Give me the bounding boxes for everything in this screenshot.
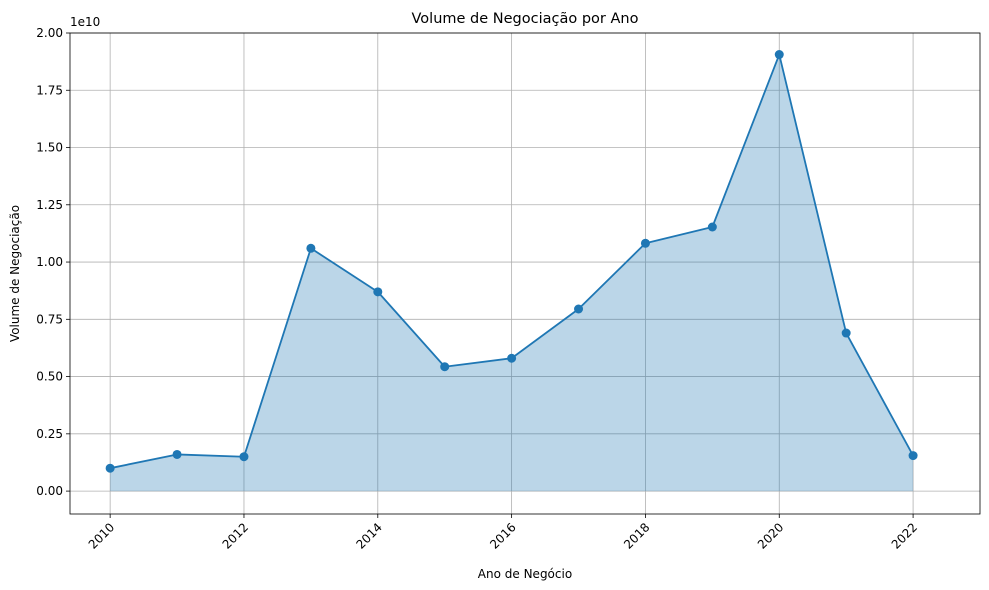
x-tick-label: 2018 [621,520,652,551]
data-point [574,304,584,314]
data-point [172,449,182,459]
data-point [239,452,249,462]
x-tick-label: 2016 [487,520,518,551]
data-point [507,353,517,363]
y-axis-offset-text: 1e10 [70,15,100,29]
y-axis-ticks: 0.00 0.25 0.50 0.75 1.00 1.25 1.50 1.75 2.00 [36,26,70,498]
data-points [105,50,918,473]
area-fill [110,54,914,492]
y-tick-label: 2.00 [36,26,63,40]
data-point [908,451,918,461]
x-axis-ticks: 2010 2012 2014 2016 2018 2020 2022 [86,514,920,552]
area-fill-layer [110,54,914,492]
grid [70,32,980,514]
y-tick-label: 0.75 [36,312,63,326]
y-tick-label: 1.75 [36,83,63,97]
y-tick-label: 0.50 [36,370,63,384]
y-axis-label: Volume de Negociação [8,205,22,342]
y-tick-label: 0.00 [36,484,63,498]
data-point [105,463,115,473]
y-tick-label: 1.25 [36,198,63,212]
data-point [306,243,316,253]
x-tick-label: 2010 [86,520,117,551]
x-axis-label: Ano de Negócio [478,567,572,581]
x-tick-label: 2022 [889,520,920,551]
data-point [440,362,450,372]
data-point [373,287,383,297]
data-point [707,222,717,232]
data-point [640,238,650,248]
chart-title: Volume de Negociação por Ano [412,11,639,27]
x-tick-label: 2012 [220,520,251,551]
y-tick-label: 1.50 [36,141,63,155]
y-tick-label: 1.00 [36,255,63,269]
y-tick-label: 0.25 [36,427,63,441]
x-tick-label: 2014 [353,520,384,551]
plot-frame [69,32,981,515]
x-tick-label: 2020 [755,520,786,551]
data-point [841,328,851,338]
data-point [774,50,784,60]
